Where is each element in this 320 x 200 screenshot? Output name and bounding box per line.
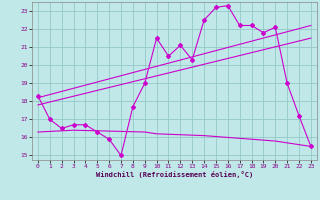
X-axis label: Windchill (Refroidissement éolien,°C): Windchill (Refroidissement éolien,°C)	[96, 171, 253, 178]
